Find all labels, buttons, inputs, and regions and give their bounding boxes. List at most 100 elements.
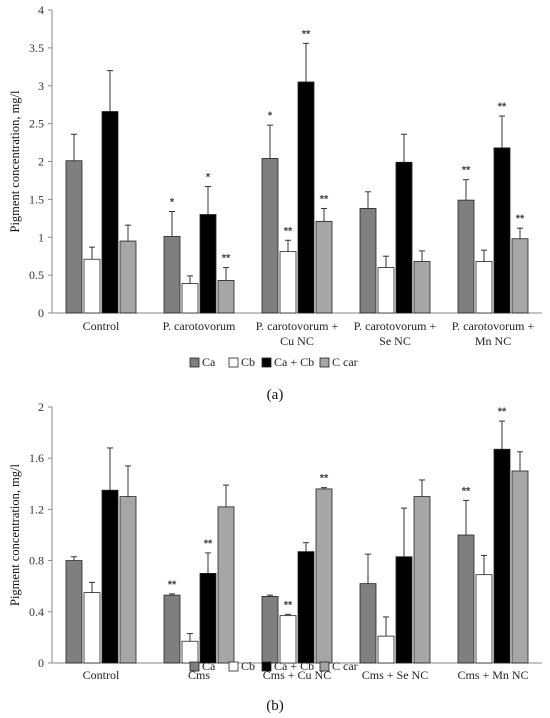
significance-label: ** [320,473,329,485]
significance-label: ** [498,406,507,418]
bar-c-car-1 [217,280,235,314]
x-tick-label: Se NC [379,334,411,348]
y-tick-label: 4 [38,3,44,17]
legend-swatch [228,357,239,368]
bar-ca-0 [65,560,83,664]
legend-entry: Cb [241,355,255,369]
x-tick-label: Cms [188,668,210,682]
bar-ca-2 [261,158,279,314]
y-tick-label: 2 [38,400,44,414]
bar-c-car-0 [119,240,137,314]
significance-label: ** [320,193,329,205]
panel-label: (b) [266,698,284,714]
y-tick-label: 0.8 [29,554,44,568]
bar-cb-4 [475,574,493,664]
bar-ca-cb-2 [297,81,315,314]
y-tick-label: 1 [38,230,44,244]
bar-ca-3 [359,583,377,664]
bar-ca-cb-2 [297,551,315,664]
legend-entry: Cb [241,659,255,673]
y-tick-label: 2 [38,155,44,169]
significance-label: ** [222,253,231,265]
y-tick-label: 0 [38,656,44,670]
bar-c-car-4 [511,470,529,664]
y-tick-label: 1.5 [29,192,44,206]
significance-label: * [268,110,273,122]
bar-ca-0 [65,160,83,314]
bar-cb-4 [475,261,493,314]
significance-label: ** [284,225,293,237]
x-tick-label: P. carotovorum + [354,319,437,333]
bar-c-car-3 [413,496,431,664]
legend-swatch [261,661,272,672]
significance-label: ** [498,101,507,113]
legend-entry: Ca + Cb [274,355,314,369]
x-tick-label: Mn NC [475,334,511,348]
significance-label: ** [302,28,311,40]
legend-swatch [319,661,330,672]
x-tick-label: Control [83,319,120,333]
bar-ca-1 [163,236,181,314]
x-tick-label: P. carotovorum + [256,319,339,333]
y-tick-label: 0 [38,306,44,320]
y-axis-label: Pigment concentration, mg/l [8,90,22,233]
significance-label: ** [462,165,471,177]
bar-ca-4 [457,199,475,314]
x-tick-label: Cms + Se NC [362,668,428,682]
bar-c-car-3 [413,261,431,314]
bar-ca-cb-0 [101,489,119,664]
legend-swatch [189,661,200,672]
bar-cb-2 [279,251,297,314]
bar-ca-cb-3 [395,556,413,664]
significance-label: ** [516,213,525,225]
bar-ca-cb-1 [199,573,217,664]
legend-swatch [261,357,272,368]
x-tick-label: Cms + Mn NC [457,668,528,682]
legend-entry: C car [332,355,358,369]
bar-cb-3 [377,267,395,314]
bar-cb-0 [83,258,101,314]
bar-c-car-2 [315,220,333,314]
legend-entry: Ca [202,659,216,673]
y-tick-label: 1.2 [29,502,44,516]
bar-cb-2 [279,615,297,664]
significance-label: * [170,196,175,208]
legend-entry: Ca [202,355,216,369]
bar-cb-3 [377,635,395,664]
y-tick-label: 3 [38,79,44,93]
bar-ca-cb-4 [493,448,511,664]
bar-ca-2 [261,596,279,664]
significance-label: ** [284,599,293,611]
legend-swatch [319,357,330,368]
bar-ca-cb-3 [395,161,413,314]
x-tick-label: P. carotovorum + [452,319,535,333]
bar-c-car-1 [217,506,235,664]
bar-ca-cb-4 [493,147,511,314]
legend-entry: Ca + Cb [274,659,314,673]
bar-ca-3 [359,208,377,314]
y-tick-label: 0.5 [29,268,44,282]
bar-c-car-4 [511,238,529,314]
significance-label: ** [204,538,213,550]
chart-b: 0 0.4 0.8 1.2 1.6 2 Pigment concentration, mg/… [8,400,542,714]
significance-label: ** [462,485,471,497]
y-axis-label: Pigment concentration, mg/l [8,463,22,606]
significance-label: ** [168,579,177,591]
x-tick-label: P. carotovorum [163,319,236,333]
bar-ca-cb-0 [101,111,119,314]
x-tick-label: Cu NC [280,334,314,348]
bar-cb-1 [181,283,199,314]
x-tick-label: Control [83,668,120,682]
significance-label: * [206,171,211,183]
bar-c-car-0 [119,496,137,664]
bar-ca-1 [163,594,181,664]
legend-swatch [189,357,200,368]
y-tick-label: 2.5 [29,117,44,131]
y-tick-label: 3.5 [29,41,44,55]
y-tick-label: 0.4 [29,605,44,619]
bar-cb-1 [181,640,199,664]
panel-label: (a) [267,387,284,403]
bar-c-car-2 [315,488,333,664]
legend-swatch [228,661,239,672]
